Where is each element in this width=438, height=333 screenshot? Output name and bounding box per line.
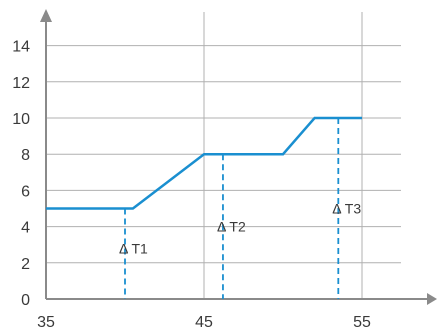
x-tick-label: 35 [37, 314, 55, 331]
x-tick-label: 45 [195, 314, 213, 331]
annotation-label: Δ T2 [217, 219, 246, 235]
x-axis-arrow-icon [427, 293, 437, 305]
y-tick-label: 12 [12, 75, 30, 92]
y-tick-label: 10 [12, 111, 30, 128]
y-tick-label: 14 [12, 39, 30, 56]
y-tick-label: 2 [21, 256, 30, 273]
y-tick-label: 0 [21, 292, 30, 309]
annotation-label: Δ T1 [119, 240, 148, 256]
series-line [46, 116, 362, 210]
y-axis-arrow-icon [40, 9, 52, 22]
y-tick-label: 8 [21, 147, 30, 164]
y-tick-label: 4 [21, 220, 30, 237]
y-tick-label: 6 [21, 183, 30, 200]
x-tick-label: 55 [353, 314, 371, 331]
annotation-label: Δ T3 [332, 201, 361, 217]
